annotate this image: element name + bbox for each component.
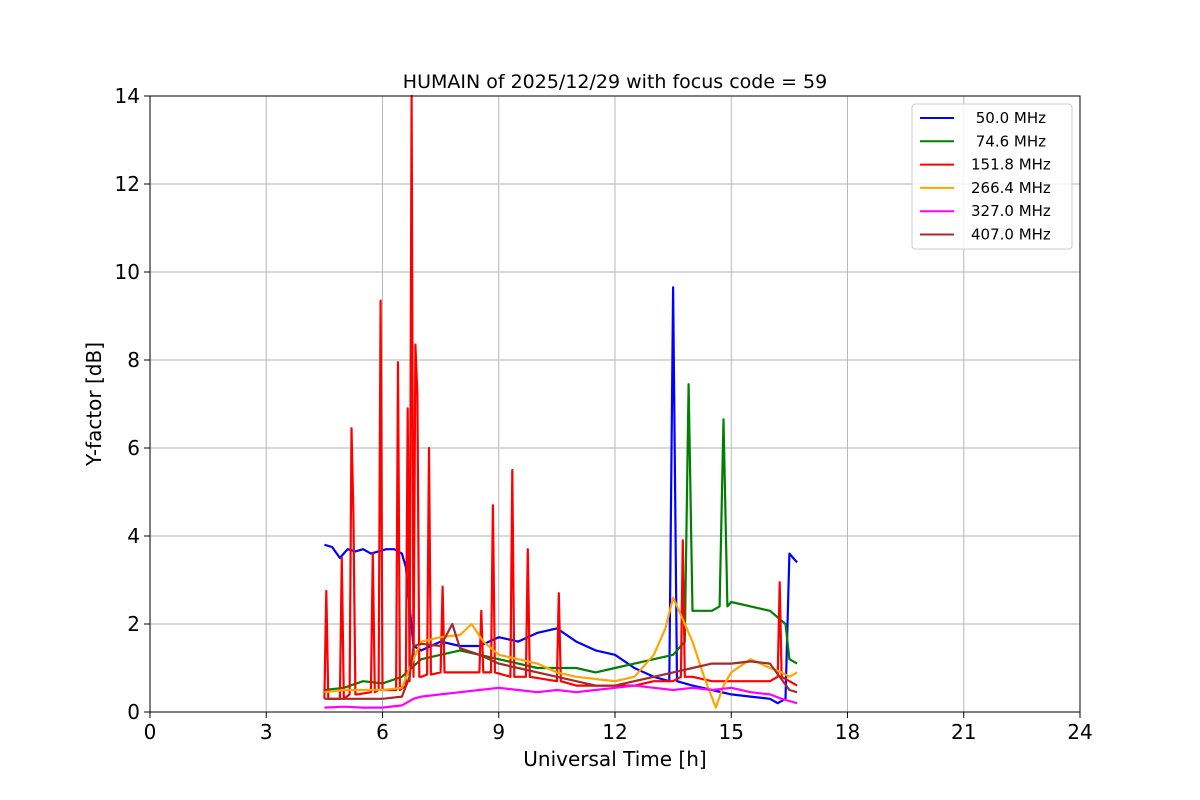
y-tick-label: 10 <box>115 260 140 284</box>
y-tick-label: 0 <box>127 700 140 724</box>
x-tick-label: 6 <box>376 720 389 744</box>
series-lines <box>323 94 798 709</box>
y-tick-label: 12 <box>115 172 140 196</box>
y-tick-label: 6 <box>127 436 140 460</box>
y-tick-label: 2 <box>127 612 140 636</box>
x-tick-label: 24 <box>1067 720 1092 744</box>
series-line-2 <box>323 94 798 700</box>
legend-label-5: 407.0 MHz <box>971 226 1051 244</box>
legend-label-3: 266.4 MHz <box>971 179 1051 197</box>
x-tick-label: 12 <box>602 720 627 744</box>
legend-label-1: 74.6 MHz <box>971 132 1046 150</box>
x-tick-label: 18 <box>835 720 860 744</box>
y-axis-label: Y-factor [dB] <box>82 342 106 467</box>
series-line-4 <box>324 684 798 709</box>
legend-label-4: 327.0 MHz <box>971 202 1051 220</box>
series-line-1 <box>324 383 798 692</box>
legend-label-0: 50.0 MHz <box>971 109 1046 127</box>
x-tick-label: 9 <box>492 720 505 744</box>
x-tick-label: 0 <box>144 720 157 744</box>
y-tick-label: 4 <box>127 524 140 548</box>
series-line-5 <box>324 622 798 700</box>
x-tick-label: 21 <box>951 720 976 744</box>
y-tick-label: 14 <box>115 84 140 108</box>
series-line-3 <box>324 596 798 709</box>
chart-title: HUMAIN of 2025/12/29 with focus code = 5… <box>403 71 827 93</box>
legend-label-2: 151.8 MHz <box>971 156 1051 174</box>
x-axis-label: Universal Time [h] <box>523 747 706 771</box>
legend: 50.0 MHz 74.6 MHz 151.8 MHz 266.4 MHz 327.0… <box>911 103 1073 250</box>
y-tick-label: 8 <box>127 348 140 372</box>
x-tick-label: 15 <box>719 720 744 744</box>
x-tick-label: 3 <box>260 720 273 744</box>
legend-box <box>911 103 1073 250</box>
